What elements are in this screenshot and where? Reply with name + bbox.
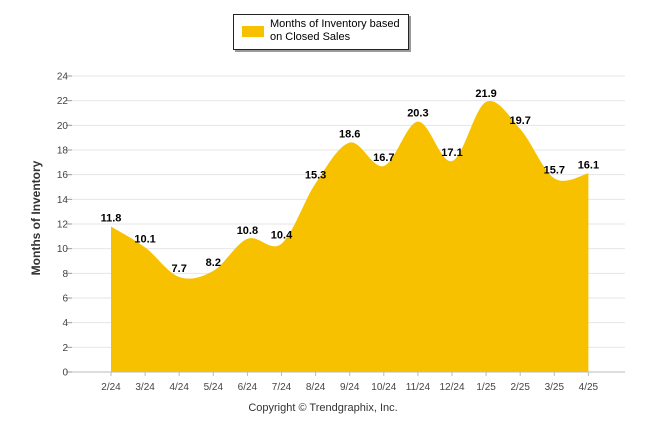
x-tick-label: 2/25 <box>510 382 530 393</box>
x-tick-label: 2/24 <box>101 382 121 393</box>
data-label: 19.7 <box>509 115 530 127</box>
y-axis-label: Months of Inventory <box>29 160 43 276</box>
data-label: 17.1 <box>441 147 462 159</box>
copyright-text: Copyright © Trendgraphix, Inc. <box>248 402 398 414</box>
data-label: 15.7 <box>544 164 565 176</box>
x-tick-label: 9/24 <box>340 382 360 393</box>
x-tick-label: 11/24 <box>406 382 431 393</box>
legend-swatch <box>242 26 264 37</box>
y-tick-label: 2 <box>62 343 68 354</box>
y-tick-label: 10 <box>57 244 69 255</box>
y-tick-label: 18 <box>57 146 69 157</box>
x-tick-label: 3/24 <box>135 382 155 393</box>
x-tick-label: 3/25 <box>545 382 565 393</box>
data-label: 11.8 <box>101 212 122 224</box>
y-tick-label: 12 <box>57 220 69 231</box>
x-tick-label: 8/24 <box>306 382 326 393</box>
x-tick-label: 7/24 <box>272 382 292 393</box>
y-tick-label: 22 <box>57 96 69 107</box>
data-label: 10.1 <box>134 233 155 245</box>
data-label: 18.6 <box>339 129 360 141</box>
y-tick-label: 16 <box>57 170 69 181</box>
y-tick-label: 0 <box>62 368 68 379</box>
x-tick-label: 5/24 <box>204 382 224 393</box>
data-label: 16.1 <box>578 159 599 171</box>
x-tick-label: 12/24 <box>439 382 464 393</box>
x-tick-label: 4/25 <box>579 382 599 393</box>
data-label: 15.3 <box>305 169 326 181</box>
y-tick-label: 20 <box>57 121 69 132</box>
x-tick-label: 10/24 <box>371 382 396 393</box>
y-tick-label: 6 <box>62 294 68 305</box>
legend: Months of Inventory based on Closed Sale… <box>233 14 409 50</box>
y-tick-label: 14 <box>57 195 69 206</box>
data-label: 7.7 <box>172 263 187 275</box>
x-tick-label: 6/24 <box>238 382 258 393</box>
x-tick-label: 4/24 <box>169 382 189 393</box>
data-label: 16.7 <box>373 152 394 164</box>
y-tick-label: 4 <box>62 318 68 329</box>
data-label: 21.9 <box>475 88 496 100</box>
x-tick-label: 1/25 <box>476 382 496 393</box>
data-label: 8.2 <box>206 257 221 269</box>
data-label: 20.3 <box>407 108 428 120</box>
area-fill <box>111 101 589 373</box>
data-label: 10.4 <box>271 230 293 242</box>
data-label: 10.8 <box>237 225 258 237</box>
legend-label: Months of Inventory based on Closed Sale… <box>270 18 400 43</box>
y-tick-label: 24 <box>57 72 69 83</box>
y-tick-label: 8 <box>62 269 68 280</box>
